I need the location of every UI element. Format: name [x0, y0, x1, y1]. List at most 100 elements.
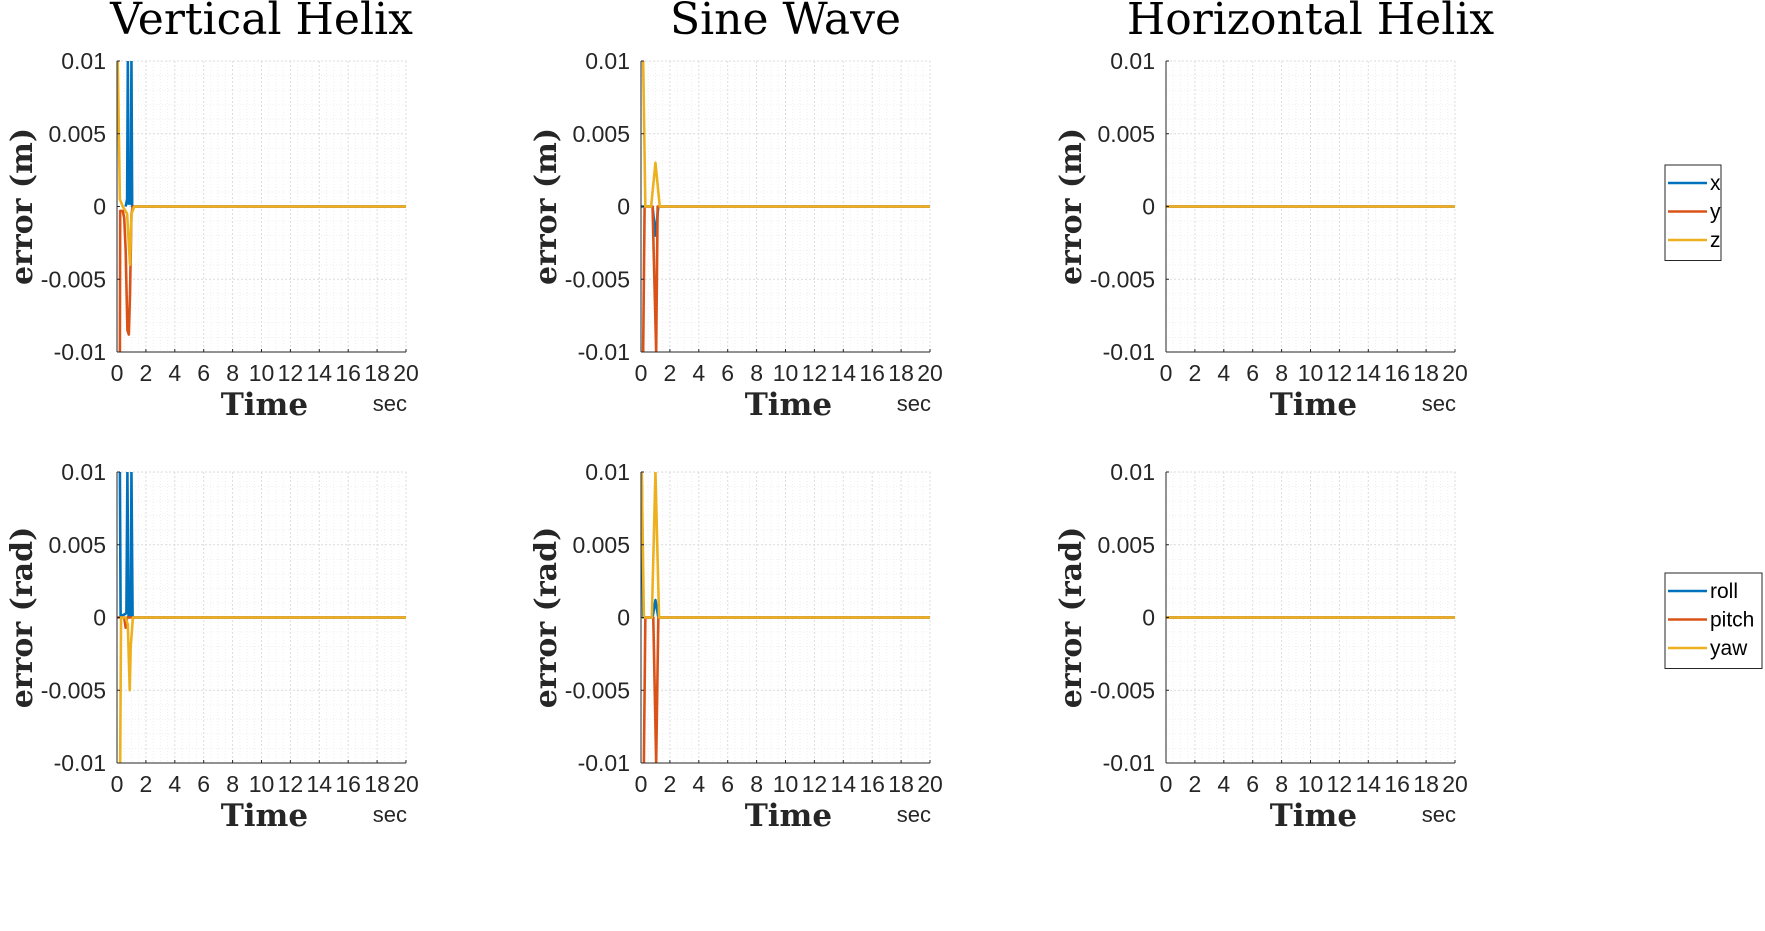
y-tick-label: 0	[1142, 605, 1155, 631]
subplot-3: 0 2 4 6 8 10 12 14 16 18 200.010.0050-0.005-0.01Ti…	[1054, 0, 1722, 423]
x-tick-label: 4	[692, 771, 705, 797]
x-tick-label: 4	[1217, 360, 1230, 386]
x-tick-label: 12	[802, 360, 828, 386]
y-tick-label: 0.005	[1097, 121, 1155, 147]
x-tick-label: 2	[1189, 771, 1202, 797]
subplot-6: 0 2 4 6 8 10 12 14 16 18 200.010.0050-0.005-0.01Ti…	[1054, 459, 1763, 834]
y-tick-label: -0.01	[1103, 750, 1155, 776]
y-axis-label: error (m)	[5, 128, 40, 285]
x-axis-unit: sec	[897, 802, 931, 827]
x-tick-label: 8	[226, 771, 239, 797]
x-tick-label: 18	[1413, 771, 1439, 797]
x-tick-label: 4	[692, 360, 705, 386]
series-line-yaw	[118, 616, 406, 763]
series-group	[117, 61, 406, 352]
legend-label-yaw: yaw	[1710, 637, 1748, 660]
legend-label-pitch: pitch	[1710, 609, 1754, 632]
x-tick-label: 0	[1160, 360, 1173, 386]
series-line-x	[124, 61, 406, 208]
x-axis-label: Time	[221, 798, 308, 834]
legend-label-roll: roll	[1710, 580, 1738, 603]
subplot-4: 0 2 4 6 8 10 12 14 16 18 200.010.0050-0.005-0.01Ti…	[5, 459, 419, 834]
x-tick-label: 14	[1356, 360, 1382, 386]
y-tick-label: 0.01	[585, 48, 630, 74]
x-axis-unit: sec	[1422, 391, 1456, 416]
y-tick-label: 0.005	[572, 121, 630, 147]
x-tick-label: 6	[1246, 360, 1259, 386]
x-tick-label: 4	[168, 360, 181, 386]
legend-label-z: z	[1710, 229, 1721, 252]
y-tick-label: -0.005	[1090, 266, 1155, 292]
x-tick-label: 0	[635, 360, 648, 386]
y-tick-label: -0.005	[41, 677, 106, 703]
y-axis-label: error (m)	[1054, 128, 1089, 285]
y-tick-label: 0	[93, 605, 106, 631]
x-tick-label: 0	[111, 360, 124, 386]
x-tick-label: 8	[750, 360, 763, 386]
y-tick-label: 0	[617, 194, 630, 220]
x-tick-label: 16	[1384, 360, 1410, 386]
x-axis-label: Time	[1270, 798, 1357, 834]
y-tick-label: -0.01	[578, 750, 630, 776]
subplot-title: Sine Wave	[670, 0, 901, 45]
x-tick-label: 2	[140, 771, 153, 797]
y-tick-label: 0	[617, 605, 630, 631]
x-tick-label: 14	[831, 360, 857, 386]
x-tick-label: 12	[278, 771, 304, 797]
x-axis-label: Time	[745, 387, 832, 423]
series-group	[117, 472, 406, 763]
x-tick-label: 12	[278, 360, 304, 386]
x-tick-label: 4	[168, 771, 181, 797]
subplot-5: 0 2 4 6 8 10 12 14 16 18 200.010.0050-0.005-0.01Ti…	[529, 459, 943, 834]
subplot-title: Vertical Helix	[109, 0, 413, 45]
y-tick-label: -0.005	[41, 266, 106, 292]
x-tick-label: 20	[393, 360, 419, 386]
x-tick-label: 8	[226, 360, 239, 386]
series-line-yaw	[641, 472, 930, 619]
y-tick-label: -0.005	[565, 677, 630, 703]
x-tick-label: 2	[1189, 360, 1202, 386]
legend: xyz	[1664, 164, 1722, 261]
x-tick-label: 10	[773, 360, 799, 386]
legend-label-y: y	[1710, 201, 1721, 224]
series-group	[641, 61, 930, 352]
x-tick-label: 2	[140, 360, 153, 386]
x-tick-label: 4	[1217, 771, 1230, 797]
x-tick-label: 10	[249, 360, 275, 386]
series-line-roll	[118, 472, 406, 619]
x-tick-label: 16	[335, 360, 361, 386]
x-tick-label: 10	[249, 771, 275, 797]
y-tick-label: -0.01	[54, 339, 106, 365]
x-tick-label: 0	[1160, 771, 1173, 797]
x-tick-label: 16	[859, 360, 885, 386]
legend-label-x: x	[1710, 172, 1721, 195]
x-tick-label: 12	[1327, 360, 1353, 386]
y-tick-label: 0.005	[48, 121, 106, 147]
x-tick-label: 6	[721, 771, 734, 797]
y-tick-label: 0	[1142, 194, 1155, 220]
subplot-2: 0 2 4 6 8 10 12 14 16 18 200.010.0050-0.005-0.01Ti…	[529, 0, 943, 423]
x-tick-label: 8	[1275, 771, 1288, 797]
x-tick-label: 16	[1384, 771, 1410, 797]
series-line-z	[641, 61, 930, 208]
x-tick-label: 12	[802, 771, 828, 797]
x-tick-label: 2	[664, 360, 677, 386]
y-tick-label: -0.01	[54, 750, 106, 776]
x-axis-label: Time	[221, 387, 308, 423]
x-tick-label: 14	[307, 771, 333, 797]
x-tick-label: 2	[664, 771, 677, 797]
x-axis-label: Time	[745, 798, 832, 834]
y-tick-label: -0.005	[1090, 677, 1155, 703]
subplot-1: 0 2 4 6 8 10 12 14 16 18 200.010.0050-0.005-0.01Ti…	[5, 0, 419, 423]
y-axis-label: error (m)	[529, 128, 564, 285]
x-axis-unit: sec	[1422, 802, 1456, 827]
x-tick-label: 8	[750, 771, 763, 797]
x-tick-label: 14	[831, 771, 857, 797]
x-tick-label: 6	[197, 360, 210, 386]
y-tick-label: 0.005	[1097, 532, 1155, 558]
x-tick-label: 6	[197, 771, 210, 797]
y-tick-label: 0.01	[61, 459, 106, 485]
y-tick-label: -0.005	[565, 266, 630, 292]
x-tick-label: 20	[393, 771, 419, 797]
